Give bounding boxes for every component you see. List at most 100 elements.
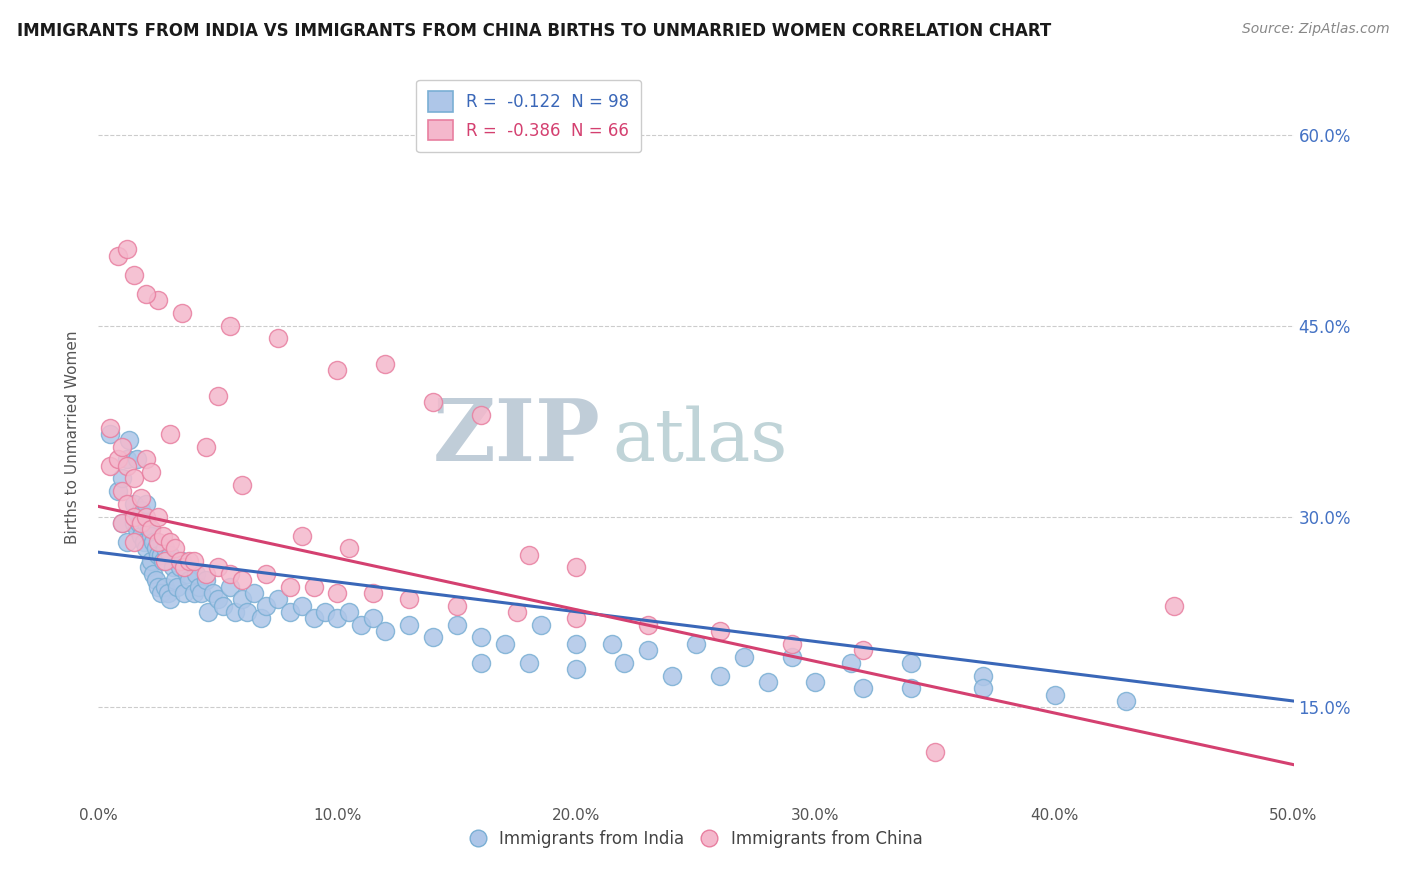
Point — [250, 611, 273, 625]
Point — [152, 529, 174, 543]
Point — [148, 535, 170, 549]
Point — [124, 497, 146, 511]
Point — [145, 541, 167, 556]
Point — [135, 516, 157, 530]
Point — [470, 631, 492, 645]
Point — [326, 586, 349, 600]
Point — [302, 611, 325, 625]
Point — [156, 586, 179, 600]
Point — [148, 548, 170, 562]
Point — [145, 573, 167, 587]
Point — [565, 662, 588, 676]
Point — [278, 580, 301, 594]
Point — [565, 611, 588, 625]
Point — [124, 268, 146, 282]
Point — [1163, 599, 1185, 613]
Point — [135, 452, 157, 467]
Point — [841, 656, 863, 670]
Point — [207, 389, 229, 403]
Point — [350, 617, 373, 632]
Point — [115, 535, 138, 549]
Point — [139, 465, 162, 479]
Point — [124, 535, 146, 549]
Point — [374, 357, 396, 371]
Point — [139, 529, 162, 543]
Point — [1115, 694, 1137, 708]
Point — [231, 592, 253, 607]
Point — [131, 491, 153, 505]
Point — [155, 580, 177, 594]
Point — [148, 580, 170, 594]
Point — [254, 566, 277, 581]
Point — [139, 554, 162, 568]
Point — [148, 293, 170, 308]
Point — [98, 426, 122, 441]
Point — [115, 458, 138, 473]
Point — [176, 566, 198, 581]
Point — [924, 745, 946, 759]
Point — [159, 548, 181, 562]
Point — [135, 497, 157, 511]
Legend: Immigrants from India, Immigrants from China: Immigrants from India, Immigrants from C… — [461, 822, 931, 856]
Point — [111, 440, 134, 454]
Point — [111, 484, 134, 499]
Point — [162, 560, 184, 574]
Text: atlas: atlas — [613, 406, 787, 476]
Point — [159, 592, 181, 607]
Point — [852, 643, 875, 657]
Point — [115, 452, 138, 467]
Point — [195, 566, 218, 581]
Point — [709, 624, 731, 638]
Point — [339, 541, 361, 556]
Point — [254, 599, 277, 613]
Point — [118, 434, 141, 448]
Point — [111, 516, 134, 530]
Point — [207, 560, 229, 574]
Point — [149, 586, 172, 600]
Point — [517, 548, 540, 562]
Point — [224, 605, 246, 619]
Point — [197, 605, 219, 619]
Point — [155, 541, 177, 556]
Point — [219, 580, 242, 594]
Point — [132, 535, 155, 549]
Point — [125, 452, 148, 467]
Point — [159, 426, 181, 441]
Point — [756, 675, 779, 690]
Point — [172, 554, 194, 568]
Point — [374, 624, 396, 638]
Point — [115, 243, 138, 257]
Point — [315, 605, 337, 619]
Point — [195, 440, 218, 454]
Point — [602, 637, 624, 651]
Point — [149, 548, 172, 562]
Point — [179, 573, 201, 587]
Point — [148, 509, 170, 524]
Point — [326, 363, 349, 377]
Point — [446, 599, 468, 613]
Point — [291, 529, 314, 543]
Point — [187, 580, 209, 594]
Point — [135, 509, 157, 524]
Point — [179, 554, 201, 568]
Point — [267, 592, 290, 607]
Point — [398, 592, 420, 607]
Point — [173, 586, 195, 600]
Point — [124, 471, 146, 485]
Point — [139, 522, 162, 536]
Point — [278, 605, 301, 619]
Point — [219, 318, 242, 333]
Point — [98, 458, 122, 473]
Point — [111, 516, 134, 530]
Point — [326, 611, 349, 625]
Point — [211, 599, 233, 613]
Point — [446, 617, 468, 632]
Point — [186, 566, 208, 581]
Point — [972, 681, 994, 696]
Point — [115, 497, 138, 511]
Point — [142, 535, 165, 549]
Text: IMMIGRANTS FROM INDIA VS IMMIGRANTS FROM CHINA BIRTHS TO UNMARRIED WOMEN CORRELA: IMMIGRANTS FROM INDIA VS IMMIGRANTS FROM… — [17, 22, 1052, 40]
Point — [900, 681, 922, 696]
Text: Source: ZipAtlas.com: Source: ZipAtlas.com — [1241, 22, 1389, 37]
Point — [661, 668, 683, 682]
